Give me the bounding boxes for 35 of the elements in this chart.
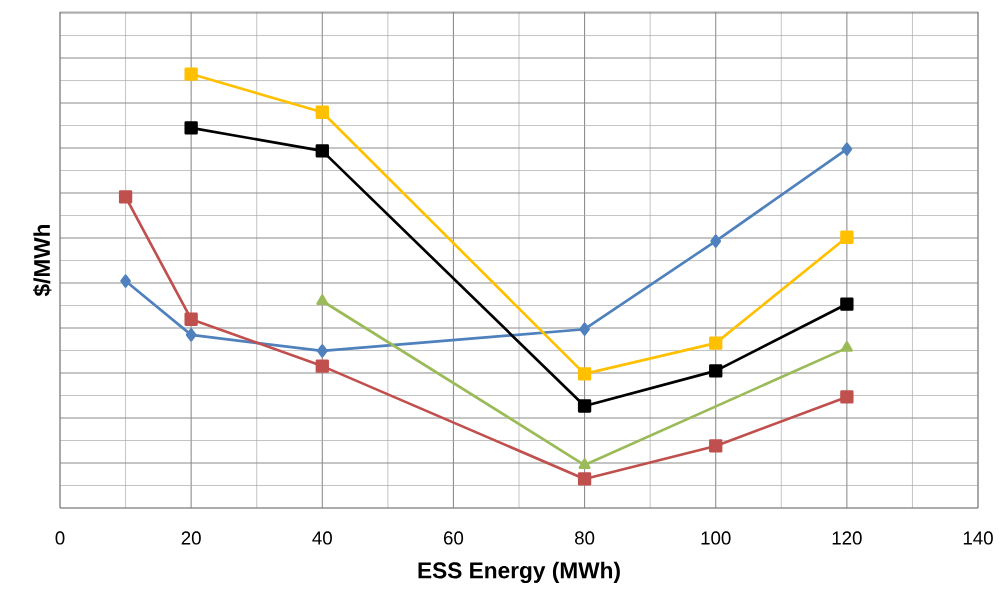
point [315,144,329,158]
point [709,336,723,350]
point [579,322,590,336]
point [577,399,592,413]
point [577,472,592,486]
point [184,67,198,81]
x-tick-label: 0 [55,531,65,545]
point [185,328,197,342]
x-tick-label: 120 [832,531,862,545]
point [840,341,853,352]
point [184,121,198,135]
point [315,359,329,373]
point [841,142,853,156]
point [709,439,723,453]
y-axis-title: $/MWh [32,224,52,297]
x-tick-label: 100 [701,531,731,545]
x-tick-label: 80 [575,531,595,545]
point [709,364,723,378]
x-tick-label: 20 [181,531,201,545]
point [840,297,854,311]
x-tick-label: 40 [312,531,332,545]
point [120,274,131,288]
point [578,458,591,470]
point [710,234,722,248]
point [316,294,329,306]
x-tick-label: 140 [963,531,993,545]
point [315,105,329,119]
point [316,344,328,358]
x-axis-title: ESS Energy (MWh) [418,561,620,583]
point [577,367,592,381]
point [118,190,133,204]
point [840,230,854,244]
point [840,390,854,404]
point [184,312,198,326]
x-tick-label: 60 [444,531,464,545]
